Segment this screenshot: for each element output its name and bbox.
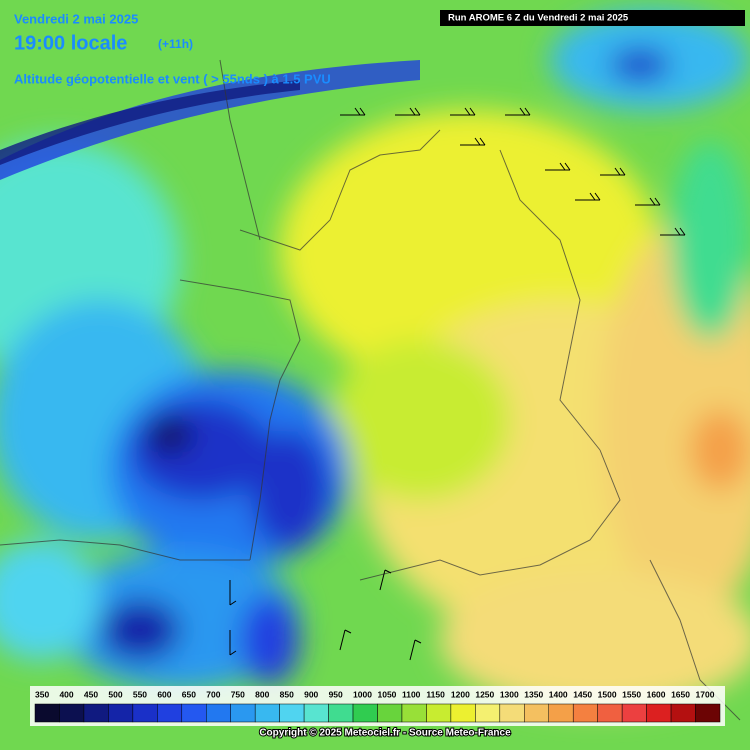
- legend-label: 1200: [451, 689, 470, 699]
- legend-label: 950: [329, 689, 343, 699]
- legend-label: 1350: [524, 689, 543, 699]
- legend-swatch: [328, 703, 354, 723]
- legend-label: 450: [84, 689, 98, 699]
- legend-swatch: [524, 703, 549, 723]
- legend-label: 1050: [378, 689, 397, 699]
- header: Vendredi 2 mai 2025 19:00 locale (+11h) …: [14, 10, 745, 86]
- legend-swatch: [475, 703, 501, 723]
- footer: Copyright © 2025 Meteociel.fr - Source M…: [259, 728, 511, 739]
- legend-label: 700: [206, 689, 220, 699]
- time: 19:00 locale: [14, 32, 127, 54]
- legend-swatch: [303, 703, 329, 723]
- legend-swatch: [83, 703, 109, 723]
- legend-swatch: [352, 703, 378, 723]
- legend-label: 1600: [647, 689, 666, 699]
- legend-label: 850: [280, 689, 294, 699]
- run: Run AROME 6 Z du Vendredi 2 mai 2025: [448, 13, 629, 24]
- legend-swatch: [670, 703, 696, 723]
- legend-swatch: [499, 703, 525, 723]
- legend-label: 1500: [598, 689, 617, 699]
- legend-label: 1250: [475, 689, 494, 699]
- legend-label: 1100: [402, 689, 421, 699]
- wind-barbs: [229, 107, 686, 661]
- legend-swatch: [181, 703, 207, 723]
- legend-swatch: [206, 703, 231, 723]
- legend-label: 400: [59, 689, 73, 699]
- legend-label: 1150: [426, 689, 445, 699]
- legend-swatch: [597, 703, 623, 723]
- legend-label: 550: [133, 689, 147, 699]
- legend-swatch: [377, 703, 403, 723]
- legend-label: 1450: [573, 689, 592, 699]
- legend-swatch: [157, 703, 183, 723]
- legend-swatch: [230, 703, 256, 723]
- legend-label: 1550: [622, 689, 641, 699]
- legend-label: 900: [304, 689, 318, 699]
- legend-label: 600: [157, 689, 171, 699]
- legend-label: 1650: [671, 689, 690, 699]
- legend-swatch: [695, 703, 721, 723]
- legend-swatch: [401, 703, 427, 723]
- legend-swatch: [572, 703, 598, 723]
- legend-label: 350: [35, 689, 49, 699]
- legend-swatch: [108, 703, 134, 723]
- legend-label: 800: [255, 689, 269, 699]
- subtitle: Altitude géopotentielle et vent ( > 55nd…: [14, 71, 331, 86]
- legend-swatch: [34, 703, 60, 723]
- legend-swatch: [426, 703, 452, 723]
- legend-label: 650: [182, 689, 196, 699]
- legend-swatch: [646, 703, 672, 723]
- legend-swatch: [59, 703, 85, 723]
- legend-label: 1300: [500, 689, 519, 699]
- legend-label: 750: [231, 689, 245, 699]
- legend-label: 1400: [549, 689, 568, 699]
- legend-swatch: [548, 703, 574, 723]
- legend-label: 1700: [696, 689, 715, 699]
- legend-label: 500: [108, 689, 122, 699]
- date: Vendredi 2 mai 2025: [14, 11, 138, 26]
- legend: 350 400 450 500 550 600 650 700 750 800 850 900 950 1…: [30, 686, 725, 726]
- legend-swatch: [132, 703, 158, 723]
- legend-swatch: [254, 703, 280, 723]
- legend-swatch: [279, 703, 305, 723]
- legend-swatch: [450, 703, 476, 723]
- run-box: [440, 10, 745, 26]
- legend-label: 1000: [353, 689, 372, 699]
- legend-swatch: [621, 703, 647, 723]
- lead-time: (+11h): [158, 37, 193, 51]
